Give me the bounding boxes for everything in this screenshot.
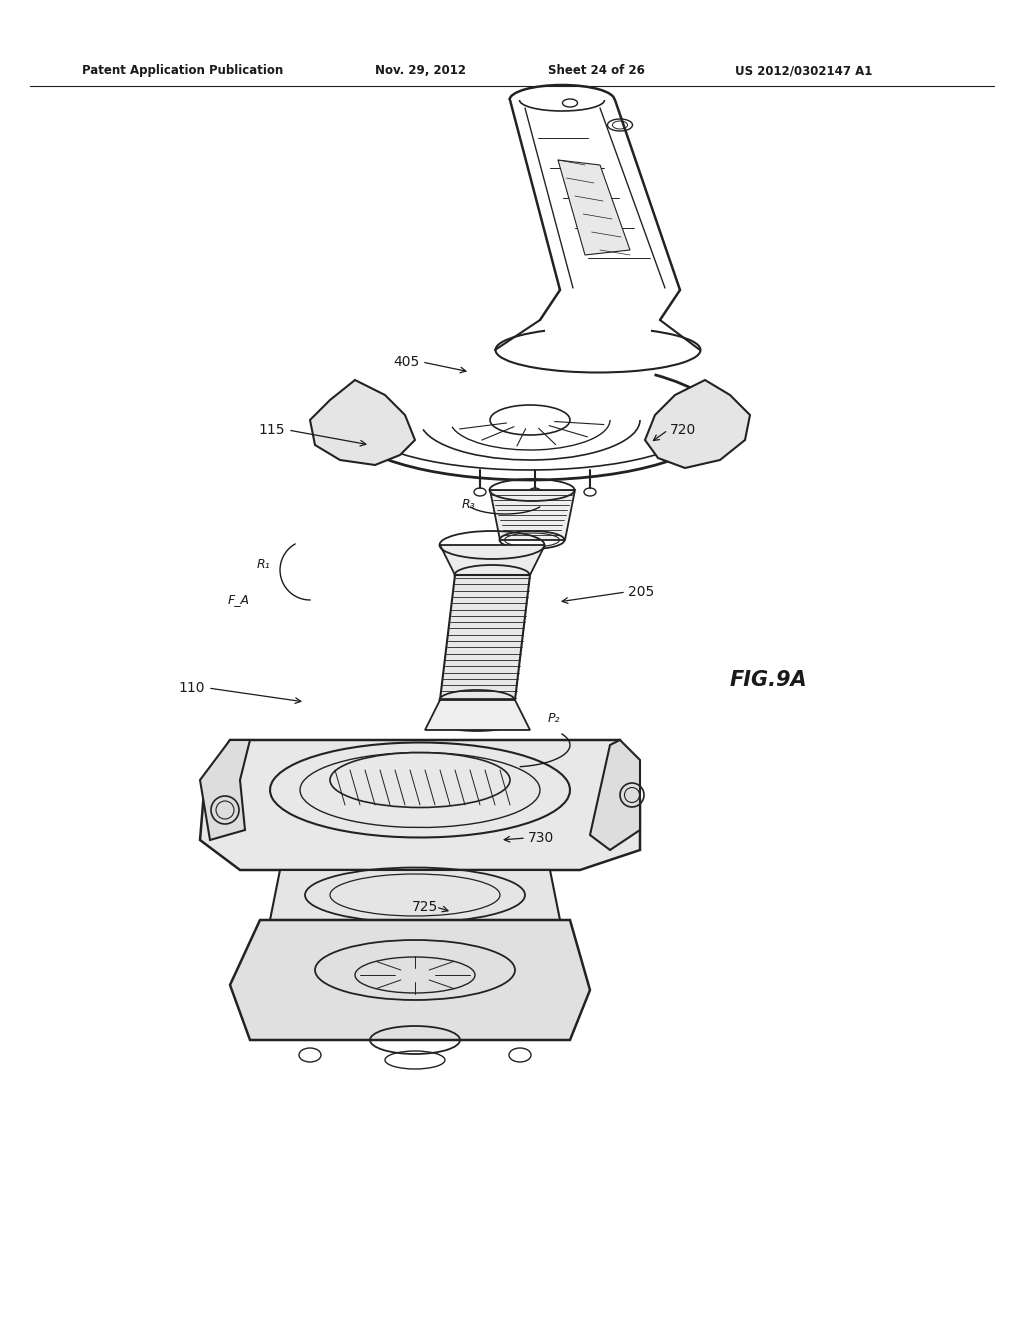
- Text: Patent Application Publication: Patent Application Publication: [82, 65, 284, 77]
- Polygon shape: [230, 920, 590, 1040]
- Polygon shape: [310, 380, 415, 465]
- Text: P₂: P₂: [548, 711, 560, 725]
- Polygon shape: [270, 870, 560, 920]
- Text: 405: 405: [394, 355, 420, 370]
- Text: F_A: F_A: [228, 594, 250, 606]
- Polygon shape: [425, 700, 530, 730]
- Text: 115: 115: [258, 422, 285, 437]
- Text: R₃: R₃: [461, 499, 475, 511]
- Polygon shape: [440, 545, 545, 576]
- Polygon shape: [200, 741, 250, 840]
- Polygon shape: [200, 741, 640, 870]
- Text: 730: 730: [528, 832, 554, 845]
- Text: R₁: R₁: [256, 558, 270, 572]
- Text: Nov. 29, 2012: Nov. 29, 2012: [375, 65, 466, 77]
- Text: Sheet 24 of 26: Sheet 24 of 26: [548, 65, 645, 77]
- Text: 110: 110: [178, 681, 205, 696]
- Polygon shape: [590, 741, 640, 850]
- Polygon shape: [490, 490, 575, 540]
- Polygon shape: [558, 160, 630, 255]
- Text: 205: 205: [628, 585, 654, 599]
- Polygon shape: [645, 380, 750, 469]
- Text: FIG.9A: FIG.9A: [730, 671, 808, 690]
- Text: 720: 720: [670, 422, 696, 437]
- Polygon shape: [440, 576, 530, 700]
- Text: US 2012/0302147 A1: US 2012/0302147 A1: [735, 65, 872, 77]
- Text: 725: 725: [412, 900, 438, 913]
